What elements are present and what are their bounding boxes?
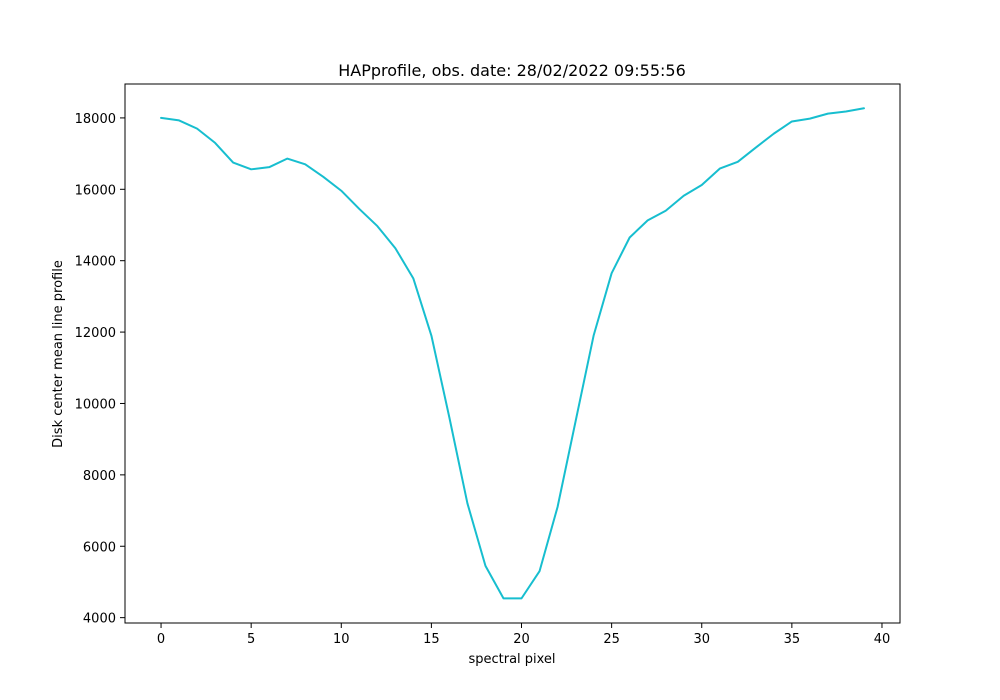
x-tick-label: 30 (693, 632, 710, 647)
y-tick-label: 4000 (83, 612, 116, 627)
x-tick-label: 5 (247, 632, 255, 647)
y-tick-label: 12000 (75, 326, 116, 341)
x-tick-label: 10 (333, 632, 350, 647)
y-tick-label: 16000 (75, 183, 116, 198)
y-tick-label: 8000 (83, 469, 116, 484)
chart-title: HAPprofile, obs. date: 28/02/2022 09:55:… (338, 61, 686, 80)
x-tick-label: 0 (157, 632, 165, 647)
x-tick-label: 35 (784, 632, 801, 647)
series-line (160, 107, 865, 600)
plot-area (160, 107, 865, 600)
x-tick-label: 20 (513, 632, 530, 647)
x-axis-label: spectral pixel (468, 652, 555, 667)
y-axis: 4000 6000 8000 10000 12000 14000 16000 18000 (75, 112, 125, 627)
y-axis-label: Disk center mean line profile (51, 260, 66, 448)
x-tick-label: 25 (603, 632, 620, 647)
x-tick-label: 15 (423, 632, 440, 647)
x-axis: 0 5 10 15 20 25 30 35 40 (157, 623, 890, 647)
x-tick-label: 40 (874, 632, 891, 647)
plot-frame (124, 83, 901, 624)
y-tick-label: 10000 (75, 397, 116, 412)
y-tick-label: 14000 (75, 255, 116, 270)
y-tick-label: 6000 (83, 540, 116, 555)
y-tick-label: 18000 (75, 112, 116, 127)
